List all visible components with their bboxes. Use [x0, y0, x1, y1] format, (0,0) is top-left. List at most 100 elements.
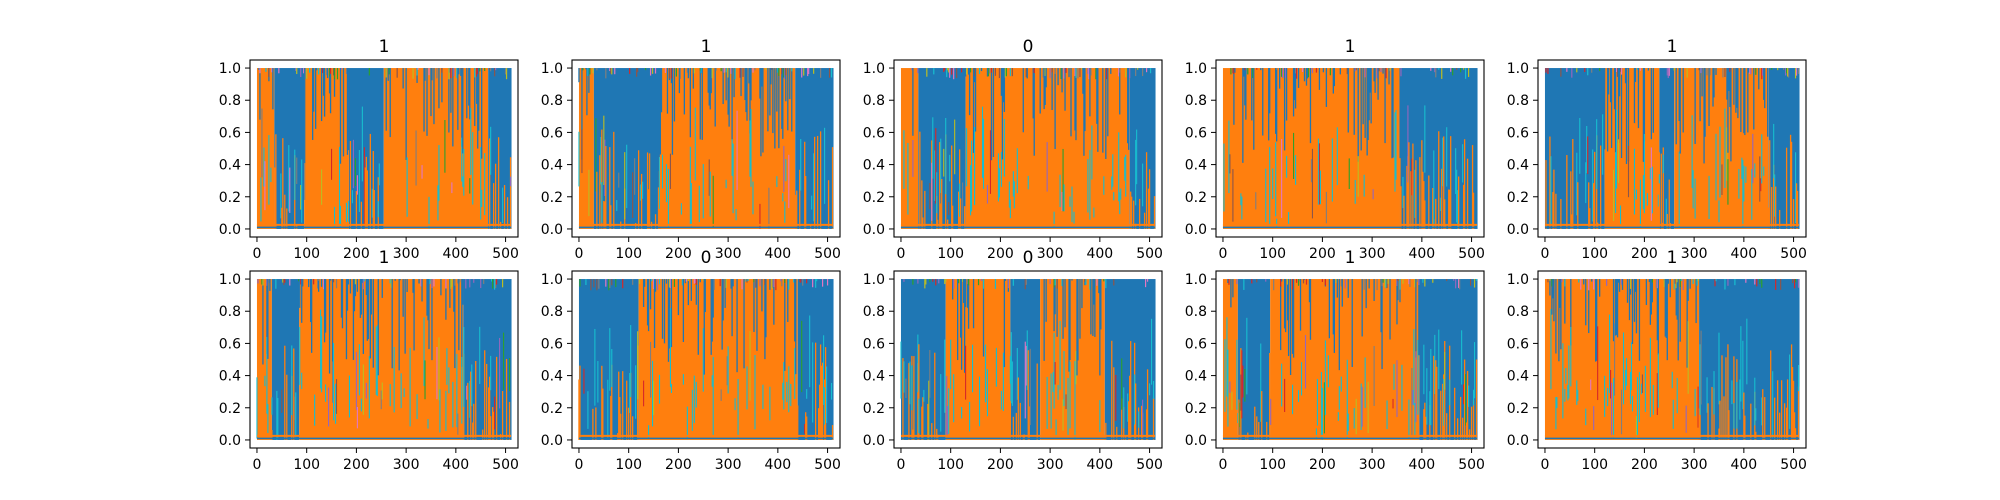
y-tick-label: 0.4	[1185, 369, 1207, 385]
y-tick-label: 0.0	[1185, 433, 1207, 449]
x-tick-label: 100	[293, 246, 320, 262]
x-tick-label: 100	[615, 246, 642, 262]
series-region-2	[1237, 279, 1271, 440]
y-tick-label: 0.4	[219, 369, 241, 385]
x-tick-label: 500	[1458, 457, 1485, 473]
subplot-title: 0	[1023, 248, 1034, 268]
x-tick-label: 100	[1259, 246, 1286, 262]
subplot-2: 0 100 200 300 400 500 0.0 0.2 0.4 0.6 0.8 1.0 1	[541, 37, 841, 262]
x-tick-label: 400	[1408, 457, 1435, 473]
x-tick-label: 200	[987, 457, 1014, 473]
x-tick-label: 200	[1631, 457, 1658, 473]
axes-frame	[1215, 59, 1485, 238]
y-tick-label: 0.6	[219, 336, 241, 352]
y-tick-label: 0.6	[219, 125, 241, 141]
y-tick-label: 0.8	[1507, 304, 1529, 320]
x-tick-label: 400	[1086, 457, 1113, 473]
x-tick-label: 500	[492, 457, 519, 473]
axes-frame	[1537, 59, 1807, 238]
y-tick-label: 0.6	[1185, 125, 1207, 141]
y-tick-label: 1.0	[1185, 61, 1207, 77]
y-tick-label: 0.6	[541, 125, 563, 141]
axes-frame	[571, 59, 841, 238]
series-region-1	[578, 68, 594, 229]
subplot-title: 0	[701, 248, 712, 268]
subplot-9: 0 100 200 300 400 500 0.0 0.2 0.4 0.6 0.8 1.0 1	[1185, 248, 1485, 473]
y-tick-label: 0.4	[219, 158, 241, 174]
y-tick-label: 0.0	[863, 222, 885, 238]
x-tick-label: 200	[665, 457, 692, 473]
series-region-1	[1222, 68, 1400, 229]
series-region-2	[638, 279, 798, 440]
subplot-title: 1	[1667, 248, 1678, 268]
y-tick-label: 1.0	[1507, 272, 1529, 288]
y-tick-label: 1.0	[219, 61, 241, 77]
y-tick-label: 0.2	[1185, 190, 1207, 206]
y-tick-label: 0.6	[541, 336, 563, 352]
series-region-4	[1419, 279, 1478, 440]
x-tick-label: 300	[393, 246, 420, 262]
x-tick-label: 100	[1259, 457, 1286, 473]
y-tick-label: 0.2	[1507, 190, 1529, 206]
subplot-10: 0 100 200 300 400 500 0.0 0.2 0.4 0.6 0.8 1.0 1	[1507, 248, 1807, 473]
x-tick-label: 0	[1219, 457, 1228, 473]
subplot-8: 0 100 200 300 400 500 0.0 0.2 0.4 0.6 0.8 1.0 0	[863, 248, 1163, 473]
y-tick-label: 0.0	[541, 433, 563, 449]
x-tick-label: 200	[665, 246, 692, 262]
series-region-3	[304, 68, 349, 229]
x-tick-label: 400	[1408, 246, 1435, 262]
x-tick-label: 400	[1086, 246, 1113, 262]
y-tick-label: 0.8	[541, 93, 563, 109]
y-tick-label: 0.2	[863, 190, 885, 206]
x-tick-label: 300	[393, 457, 420, 473]
axes-frame	[249, 270, 519, 449]
plot-area-8	[900, 279, 1156, 440]
plot-area-9	[1222, 279, 1478, 440]
x-tick-label: 400	[764, 457, 791, 473]
x-tick-label: 400	[1730, 457, 1757, 473]
x-tick-label: 100	[1581, 457, 1608, 473]
x-tick-label: 500	[1136, 246, 1163, 262]
x-tick-label: 0	[253, 246, 262, 262]
plot-area-10	[1544, 279, 1800, 440]
y-tick-label: 1.0	[541, 272, 563, 288]
y-tick-label: 0.6	[1507, 336, 1529, 352]
subplot-title: 1	[1667, 37, 1678, 57]
subplot-title: 0	[1023, 37, 1034, 57]
x-tick-label: 0	[1219, 246, 1228, 262]
x-tick-label: 200	[343, 246, 370, 262]
y-tick-label: 0.8	[219, 93, 241, 109]
y-tick-label: 0.6	[863, 125, 885, 141]
y-tick-label: 0.8	[1185, 93, 1207, 109]
subplot-title: 1	[379, 248, 390, 268]
y-tick-label: 0.0	[219, 433, 241, 449]
axes-frame	[893, 59, 1163, 238]
y-tick-label: 0.4	[541, 369, 563, 385]
x-tick-label: 300	[1681, 457, 1708, 473]
y-tick-label: 0.6	[1185, 336, 1207, 352]
y-tick-label: 1.0	[863, 61, 885, 77]
subplot-7: 0 100 200 300 400 500 0.0 0.2 0.4 0.6 0.8 1.0 0	[541, 248, 841, 473]
axes-frame	[1215, 270, 1485, 449]
subplot-5: 0 100 200 300 400 500 0.0 0.2 0.4 0.6 0.8 1.0 1	[1507, 37, 1807, 262]
x-tick-label: 400	[442, 457, 469, 473]
x-tick-label: 500	[1780, 457, 1807, 473]
y-tick-label: 0.8	[1185, 304, 1207, 320]
x-tick-label: 0	[897, 246, 906, 262]
y-tick-label: 0.2	[219, 190, 241, 206]
x-tick-label: 500	[1780, 246, 1807, 262]
plot-area-1	[256, 68, 512, 229]
x-tick-label: 500	[814, 457, 841, 473]
y-tick-label: 0.4	[541, 158, 563, 174]
y-tick-label: 0.0	[1507, 222, 1529, 238]
plot-area-3	[900, 68, 1156, 229]
y-tick-label: 0.0	[863, 433, 885, 449]
series-region-4	[1674, 68, 1769, 229]
y-tick-label: 1.0	[541, 61, 563, 77]
y-tick-label: 0.2	[1185, 401, 1207, 417]
subplot-title: 1	[1345, 37, 1356, 57]
y-tick-label: 0.2	[863, 401, 885, 417]
y-tick-label: 1.0	[863, 272, 885, 288]
y-tick-label: 0.4	[1185, 158, 1207, 174]
subplot-1: 0 100 200 300 400 500 0.0 0.2 0.4 0.6 0.8 1.0 1	[219, 37, 519, 262]
